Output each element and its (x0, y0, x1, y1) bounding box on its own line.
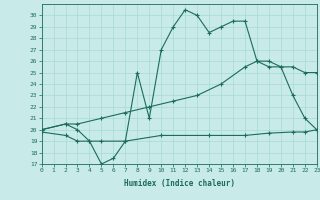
X-axis label: Humidex (Indice chaleur): Humidex (Indice chaleur) (124, 179, 235, 188)
